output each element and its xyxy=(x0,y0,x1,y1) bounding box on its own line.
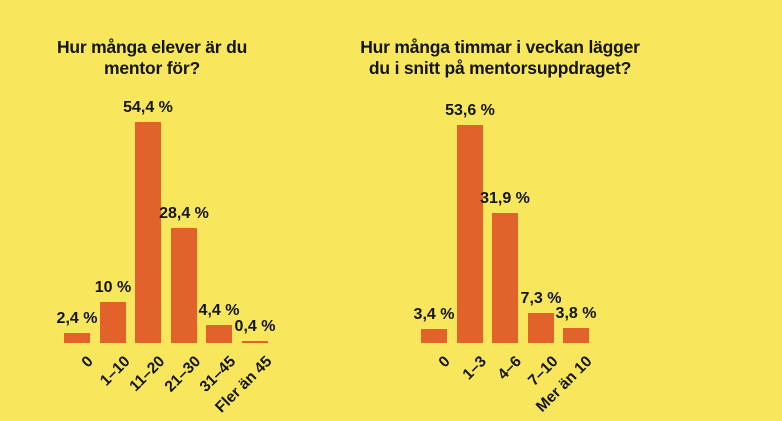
bar xyxy=(563,328,589,343)
bar xyxy=(421,329,447,343)
bar xyxy=(64,333,90,343)
bar xyxy=(242,341,268,343)
chart-title-line: Hur många timmar i veckan lägger xyxy=(360,37,640,57)
bar-value-label: 2,4 % xyxy=(56,310,98,327)
bar-value-label: 28,4 % xyxy=(159,205,209,222)
chart-title-line: du i snitt på mentorsuppdraget? xyxy=(368,58,632,78)
bar-plot: 2,4 % 0 10 % 1–10 54,4 % 11–20 28,4 % 21–30 4,4 … xyxy=(57,99,304,416)
bar-value-label: 53,6 % xyxy=(445,102,495,119)
bar-value-label: 7,3 % xyxy=(520,290,562,307)
bar xyxy=(135,122,161,343)
bar xyxy=(528,313,554,343)
x-tick-label: Fler än 45 xyxy=(55,353,275,416)
bar-value-label: 3,4 % xyxy=(413,306,455,323)
chart-title: Hur många timmar i veckan lägger du i sni… xyxy=(342,37,658,79)
bar-value-label: 3,8 % xyxy=(555,305,597,322)
chart-title-line: mentor för? xyxy=(104,58,200,78)
bar-value-label: 0,4 % xyxy=(234,318,276,335)
chart-title: Hur många elever är du mentor för? xyxy=(32,37,272,79)
bar-value-label: 54,4 % xyxy=(123,99,173,116)
bar xyxy=(492,213,518,343)
chart-title-line: Hur många elever är du xyxy=(56,37,248,57)
x-tick-label: Mer än 10 xyxy=(376,353,596,416)
bar-value-label: 10 % xyxy=(94,279,132,296)
bar-value-label: 31,9 % xyxy=(480,190,530,207)
bar xyxy=(171,228,197,343)
bar-plot: 3,4 % 0 53,6 % 1–3 31,9 % 4–6 7,3 % 7–10 3,8 % Me… xyxy=(414,102,626,416)
bar-value-label: 4,4 % xyxy=(198,302,240,319)
bar xyxy=(100,302,126,343)
bar xyxy=(457,125,483,343)
bar xyxy=(206,325,232,343)
